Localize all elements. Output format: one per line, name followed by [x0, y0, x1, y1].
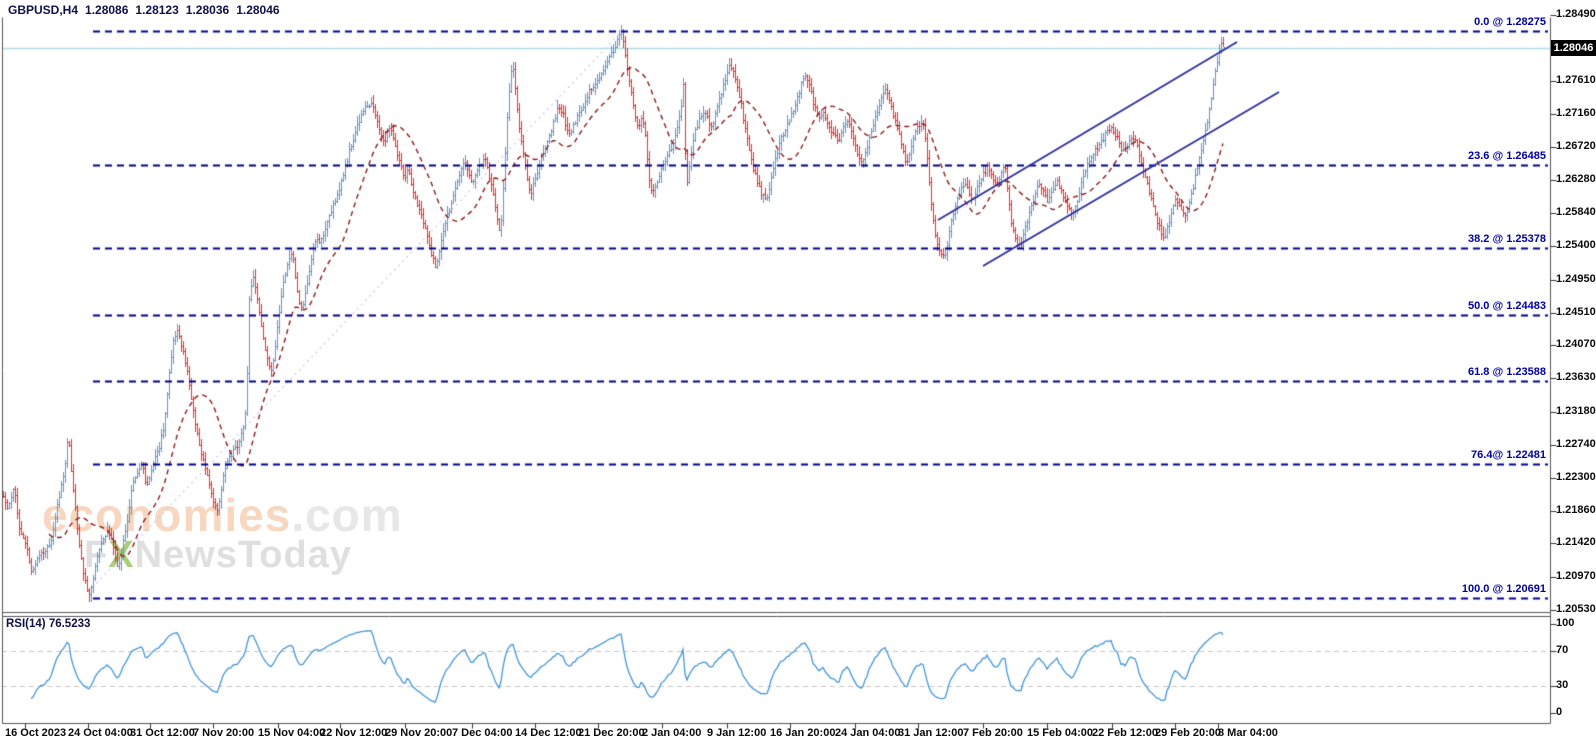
time-axis-label: 2 Jan 04:00 — [642, 727, 702, 739]
price-axis-label: 1.24950 — [1556, 273, 1596, 285]
fibonacci-level-label: 23.6 @ 1.26485 — [1467, 150, 1546, 162]
time-axis-label: 22 Nov 12:00 — [320, 727, 388, 739]
ohlc-close: 1.28046 — [236, 3, 280, 17]
time-axis-label: 7 Nov 20:00 — [193, 727, 255, 739]
ohlc-low: 1.28036 — [185, 3, 230, 17]
price-axis-label: 1.22740 — [1556, 438, 1596, 450]
price-axis-label: 1.25400 — [1556, 239, 1596, 251]
time-axis-label: 29 Nov 20:00 — [385, 727, 453, 739]
time-axis-label: 15 Nov 04:00 — [258, 727, 326, 739]
price-axis-label: 1.23630 — [1556, 371, 1596, 383]
chart-title: GBPUSD,H4 1.28086 1.28123 1.28036 1.28046 — [8, 3, 287, 17]
price-axis-label: 1.24510 — [1556, 306, 1596, 318]
price-axis-label: 1.27160 — [1556, 107, 1596, 119]
rsi-axis-label: 100 — [1556, 617, 1575, 629]
time-axis-label: 7 Feb 20:00 — [963, 727, 1023, 739]
current-price-box: 1.28046 — [1551, 40, 1596, 56]
time-axis-label: 7 Dec 04:00 — [452, 727, 513, 739]
time-axis-label: 24 Oct 04:00 — [68, 727, 133, 739]
time-axis-label: 16 Jan 20:00 — [770, 727, 836, 739]
fibonacci-level-label: 100.0 @ 1.20691 — [1461, 583, 1546, 595]
price-axis-label: 1.23180 — [1556, 405, 1596, 417]
ohlc-open: 1.28086 — [85, 3, 129, 17]
time-axis-label: 14 Dec 12:00 — [515, 727, 582, 739]
time-axis-label: 24 Jan 04:00 — [835, 727, 901, 739]
price-axis-label: 1.26280 — [1556, 173, 1596, 185]
price-axis-label: 1.20970 — [1556, 570, 1596, 582]
time-axis-label: 8 Mar 04:00 — [1218, 727, 1278, 739]
price-axis-label: 1.24070 — [1556, 338, 1596, 350]
rsi-axis-label: 0 — [1556, 706, 1563, 718]
fibonacci-level-label: 76.4@ 1.22481 — [1471, 449, 1546, 461]
ohlc-high: 1.28123 — [135, 3, 179, 17]
rsi-axis-label: 70 — [1556, 644, 1569, 656]
price-axis-label: 1.27610 — [1556, 74, 1596, 86]
price-axis-label: 1.21420 — [1556, 536, 1596, 548]
fibonacci-level-label: 38.2 @ 1.25378 — [1467, 233, 1546, 245]
price-axis-label: 1.25840 — [1556, 206, 1596, 218]
time-axis-label: 22 Feb 12:00 — [1092, 727, 1159, 739]
price-axis-label: 1.28490 — [1556, 8, 1596, 20]
rsi-axis-label: 30 — [1556, 679, 1569, 691]
time-axis-label: 21 Dec 20:00 — [578, 727, 645, 739]
time-axis-label: 9 Jan 12:00 — [707, 727, 767, 739]
time-axis-label: 16 Oct 2023 — [5, 727, 67, 739]
fibonacci-level-label: 0.0 @ 1.28275 — [1474, 16, 1546, 28]
rsi-indicator-label: RSI(14) 76.5233 — [6, 618, 91, 630]
time-axis-label: 31 Jan 12:00 — [898, 727, 964, 739]
price-axis-label: 1.26720 — [1556, 140, 1596, 152]
time-axis-label: 15 Feb 04:00 — [1027, 727, 1094, 739]
time-axis-label: 29 Feb 20:00 — [1155, 727, 1222, 739]
price-axis-label: 1.21860 — [1556, 504, 1596, 516]
time-axis-label: 31 Oct 12:00 — [130, 727, 195, 739]
symbol-period-label: GBPUSD,H4 — [8, 3, 79, 17]
price-axis-label: 1.20530 — [1556, 603, 1596, 615]
fibonacci-level-label: 61.8 @ 1.23588 — [1467, 366, 1546, 378]
price-axis-label: 1.22300 — [1556, 471, 1596, 483]
fibonacci-level-label: 50.0 @ 1.24483 — [1467, 300, 1546, 312]
